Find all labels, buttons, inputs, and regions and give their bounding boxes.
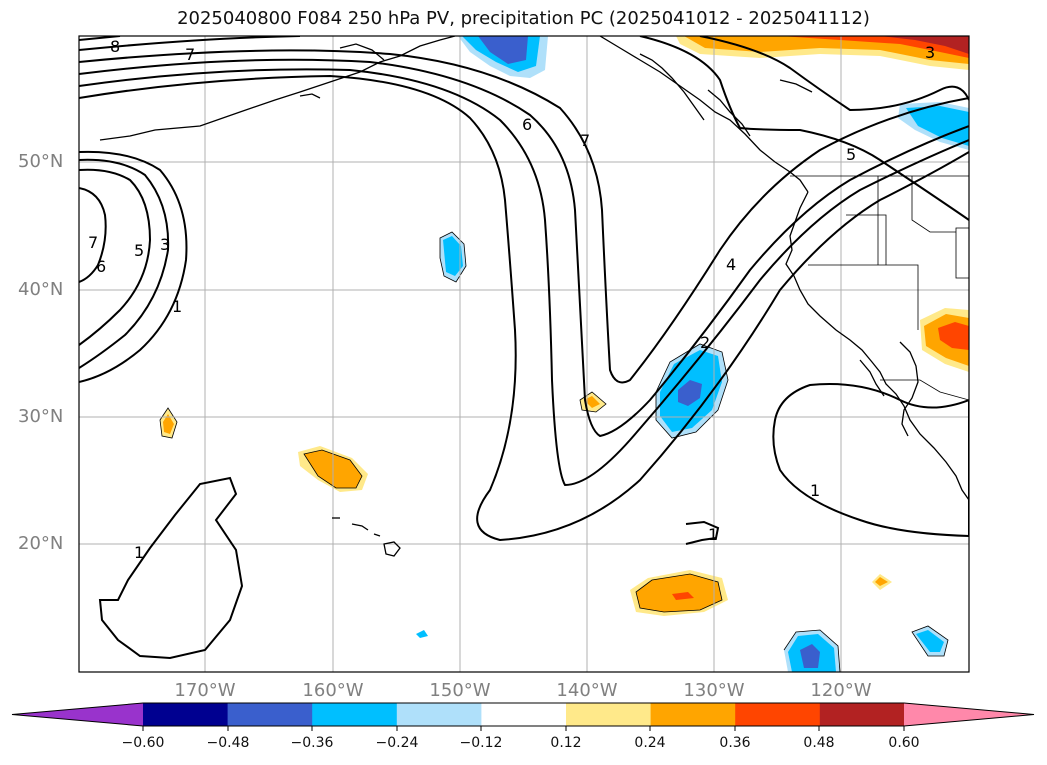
contour-label: 7 (185, 45, 195, 64)
colorbar-extend-max (904, 703, 1034, 726)
precip-outlines (159, 231, 949, 672)
coastlines (99, 36, 969, 557)
lat-label: 30°N (18, 406, 64, 427)
precip-shading (160, 36, 969, 672)
contour-label: 1 (172, 297, 182, 316)
precip-neg-area (916, 630, 944, 652)
contour-label: 1 (134, 543, 144, 562)
contour-label: 8 (110, 37, 120, 56)
precip-neg-area (678, 380, 702, 406)
colorbar-tick-label: 0.48 (803, 735, 835, 751)
map-plot: 8 7 6 7 5 4 2 1 3 1 1 1 7 6 5 3 (78, 35, 970, 673)
precip-pos-area (938, 322, 969, 350)
contour-label: 5 (134, 241, 144, 260)
colorbar-segment (312, 703, 398, 726)
colorbar-tick-label: −0.60 (121, 735, 165, 751)
precip-neg-area (416, 630, 428, 638)
contour-label: 6 (96, 257, 106, 276)
colorbar-tick-label: −0.36 (290, 735, 334, 751)
contour-label: 1 (708, 525, 718, 544)
map-background (79, 36, 969, 672)
lon-label: 140°W (556, 680, 618, 701)
contour-labels: 8 7 6 7 5 4 2 1 3 1 1 1 7 6 5 3 (88, 37, 935, 562)
map-frame (78, 35, 970, 673)
colorbar-tick-label: 0.60 (888, 735, 920, 751)
contour-label: 6 (522, 115, 532, 134)
contour-label: 5 (846, 145, 856, 164)
contour-label: 3 (925, 43, 935, 62)
precip-pos-area (163, 414, 174, 434)
colorbar-segment (650, 703, 736, 726)
colorbar-segment (396, 703, 482, 726)
precip-neg-area (800, 644, 820, 668)
contour-label: 3 (160, 235, 170, 254)
colorbar-tick-label: 0.12 (550, 735, 582, 751)
colorbar-tick-label: −0.24 (375, 735, 419, 751)
colorbar-tick-label: 0.24 (634, 735, 666, 751)
colorbar-segment (735, 703, 821, 726)
contour-label: 7 (88, 233, 98, 252)
precip-pos-area (672, 592, 694, 600)
borders (790, 175, 969, 401)
colorbar-segment (819, 703, 905, 726)
lon-label: 150°W (429, 680, 491, 701)
contour-label: 4 (726, 255, 736, 274)
colorbar-segment (481, 703, 567, 726)
precip-neg-area (443, 236, 463, 276)
colorbar-segment (143, 703, 229, 726)
lon-label: 120°W (810, 680, 872, 701)
colorbar-ticks (142, 726, 905, 731)
colorbar-tick-label: −0.48 (206, 735, 250, 751)
lon-label: 130°W (683, 680, 745, 701)
precip-pos-area (780, 36, 969, 58)
lat-label: 20°N (18, 533, 64, 554)
precip-pos-area (880, 36, 969, 54)
precip-pos-area (875, 577, 888, 586)
lon-label: 170°W (174, 680, 236, 701)
lat-label: 40°N (18, 279, 64, 300)
precip-pos-area (584, 396, 600, 408)
colorbar-segment (566, 703, 652, 726)
colorbar-tick-label: −0.12 (459, 735, 503, 751)
pv-contours (79, 36, 969, 660)
precip-neg-area (906, 106, 969, 146)
lon-label: 160°W (302, 680, 364, 701)
precip-pos-area (636, 574, 722, 612)
gridlines (79, 36, 969, 672)
precip-neg-area (478, 36, 528, 64)
colorbar-tick-label: 0.36 (719, 735, 751, 751)
colorbar-outline (11, 702, 1035, 727)
contour-label: 2 (700, 333, 710, 352)
colorbar-extend-min (12, 703, 143, 726)
contour-label: 7 (580, 131, 590, 150)
colorbar-segment (227, 703, 313, 726)
map-title: 2025040800 F084 250 hPa PV, precipitatio… (177, 8, 870, 29)
contour-label: 1 (810, 481, 820, 500)
lat-label: 50°N (18, 151, 64, 172)
